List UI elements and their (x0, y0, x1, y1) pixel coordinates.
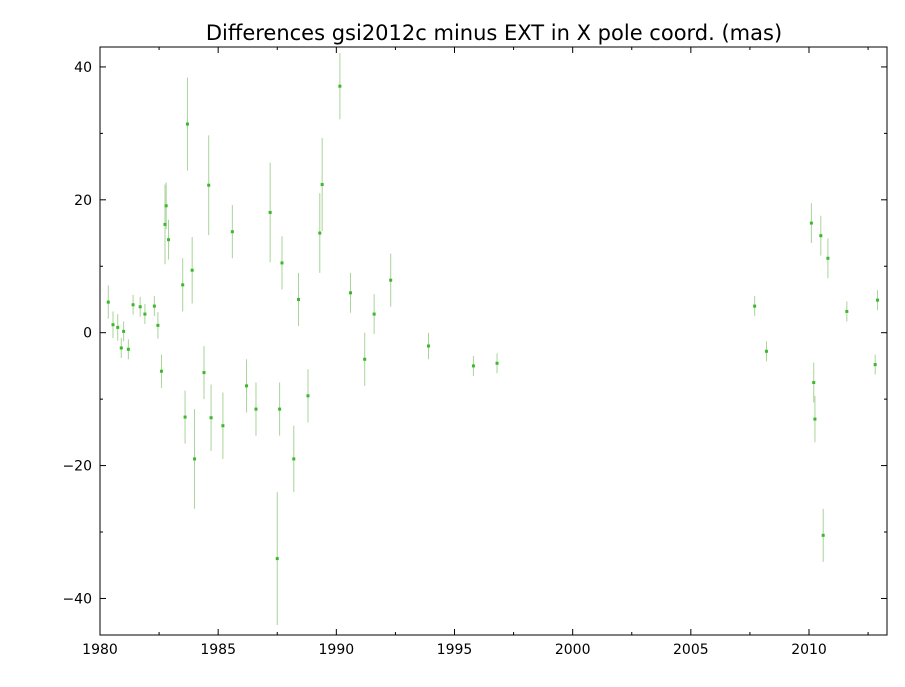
data-point (292, 457, 296, 461)
data-point (119, 346, 123, 350)
data-point (183, 415, 187, 419)
data-point (254, 407, 258, 411)
data-point (167, 238, 171, 242)
data-point (873, 363, 877, 367)
y-tick-label: −40 (62, 591, 92, 607)
data-point (202, 371, 206, 375)
x-tick-label: 1990 (319, 642, 355, 658)
data-point (164, 204, 168, 208)
x-tick-label: 1995 (437, 642, 473, 658)
data-point (193, 457, 197, 461)
data-point (764, 349, 768, 353)
data-point (275, 557, 279, 561)
y-tick-label: 0 (83, 326, 92, 342)
data-point (122, 329, 126, 333)
data-point (190, 268, 194, 272)
data-point (495, 361, 499, 365)
x-tick-label: 2000 (555, 642, 591, 658)
data-point (138, 305, 142, 309)
data-point (131, 303, 135, 307)
plot-frame (99, 46, 888, 636)
data-point (268, 210, 272, 214)
data-point (185, 122, 189, 126)
data-point (207, 183, 211, 187)
errorbar-layer (107, 52, 879, 626)
data-point (349, 291, 353, 295)
chart-title: Differences gsi2012c minus EXT in X pole… (206, 21, 782, 45)
data-point (306, 394, 310, 398)
data-point (159, 369, 163, 373)
data-point (156, 323, 160, 327)
data-point (111, 323, 115, 327)
data-point (427, 344, 431, 348)
data-point (812, 381, 816, 385)
data-point (278, 407, 282, 411)
y-axis: −40 −20 0 20 40 (62, 60, 887, 607)
x-tick-label: 1985 (200, 642, 236, 658)
data-point (126, 347, 130, 351)
data-point (152, 304, 156, 308)
x-tick-label: 1980 (82, 642, 118, 658)
data-point (209, 416, 213, 420)
data-point (826, 256, 830, 260)
data-point (143, 312, 147, 316)
data-point (297, 297, 301, 301)
data-point (280, 261, 284, 265)
data-point (753, 304, 757, 308)
y-tick-label: 40 (74, 60, 92, 76)
data-point (876, 298, 880, 302)
y-tick-label: −20 (62, 459, 92, 475)
data-point (363, 357, 367, 361)
data-point (821, 533, 825, 537)
data-point (819, 234, 823, 238)
y-tick-label: 20 (74, 193, 92, 209)
data-point (813, 417, 817, 421)
data-point (471, 364, 475, 368)
data-point (338, 84, 342, 88)
point-layer (106, 84, 880, 561)
data-point (320, 183, 324, 187)
data-point (245, 384, 249, 388)
data-point (163, 222, 167, 226)
x-tick-label: 2005 (673, 642, 709, 658)
data-point (221, 424, 225, 428)
data-point (230, 230, 234, 234)
data-point (116, 325, 120, 329)
data-point (372, 312, 376, 316)
x-tick-label: 2010 (791, 642, 827, 658)
data-point (389, 278, 393, 282)
data-point (318, 231, 322, 235)
data-point (106, 300, 110, 304)
data-point (181, 283, 185, 287)
x-axis: 1980 1985 1990 1995 2000 2005 2010 (82, 47, 869, 658)
data-point (845, 309, 849, 313)
data-point (809, 221, 813, 225)
